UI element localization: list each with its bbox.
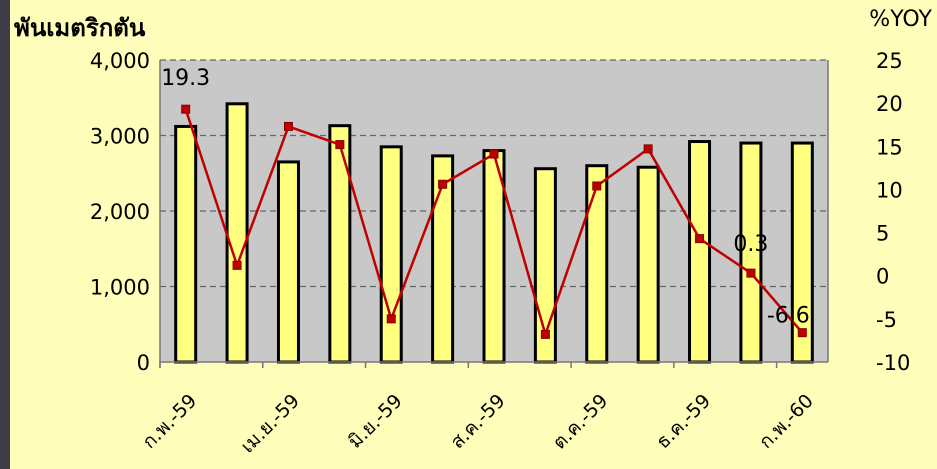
right-tick-label: -5 bbox=[876, 308, 897, 332]
data-label: 0.3 bbox=[733, 232, 768, 257]
right-tick-label: 10 bbox=[876, 178, 903, 202]
line-point bbox=[489, 149, 499, 159]
x-tick-label: ส.ค.-59 bbox=[446, 390, 509, 453]
bar bbox=[688, 140, 712, 364]
line-point bbox=[746, 268, 756, 278]
line-point bbox=[592, 181, 602, 191]
data-label: 19.3 bbox=[161, 66, 210, 91]
line-point bbox=[386, 314, 396, 324]
left-tick-label: 1,000 bbox=[90, 276, 150, 300]
line-point bbox=[283, 121, 293, 131]
right-tick-label: 15 bbox=[876, 135, 903, 159]
bar bbox=[636, 165, 660, 364]
x-tick-label: ก.พ.-59 bbox=[138, 390, 201, 453]
bar bbox=[328, 124, 352, 364]
line-point bbox=[335, 140, 345, 150]
left-axis-title: พันเมตริกตัน bbox=[14, 14, 146, 42]
right-tick-label: 25 bbox=[876, 49, 903, 73]
line-point bbox=[797, 328, 807, 338]
left-tick-label: 4,000 bbox=[90, 49, 150, 73]
data-label: -6.6 bbox=[767, 304, 810, 329]
bar bbox=[276, 160, 300, 364]
line-point bbox=[643, 144, 653, 154]
bar bbox=[379, 145, 403, 364]
bar-line-chart: 0 1,000 2,000 3,000 4,000 -10 -5 0 5 10 15 20 25 ก.พ.… bbox=[14, 7, 933, 457]
right-axis-title: %YOY bbox=[869, 7, 932, 32]
x-tick-label: ธ.ค.-59 bbox=[652, 390, 715, 453]
line-point bbox=[540, 329, 550, 339]
line-point bbox=[181, 104, 191, 114]
left-tick-label: 2,000 bbox=[90, 200, 150, 224]
data-labels: 19.3 0.3 -6.6 bbox=[161, 66, 810, 328]
x-tick-label: ต.ค.-59 bbox=[549, 390, 613, 454]
right-tick-label: 5 bbox=[876, 222, 889, 246]
x-tick-label: ก.พ.-60 bbox=[755, 390, 818, 453]
left-tick-label: 0 bbox=[137, 351, 150, 375]
x-tick-label: มิ.ย.-59 bbox=[344, 390, 407, 453]
right-tick-label: -10 bbox=[876, 351, 910, 375]
left-tick-label: 3,000 bbox=[90, 125, 150, 149]
line-point bbox=[695, 234, 705, 244]
chart-canvas: 0 1,000 2,000 3,000 4,000 -10 -5 0 5 10 15 20 25 ก.พ.… bbox=[10, 0, 937, 469]
bar-series bbox=[174, 102, 814, 364]
line-series bbox=[181, 104, 807, 339]
bar bbox=[174, 124, 198, 364]
x-tick-label: เม.ย.-59 bbox=[237, 390, 304, 457]
line-point bbox=[438, 179, 448, 189]
line-point bbox=[232, 260, 242, 270]
right-tick-label: 0 bbox=[876, 265, 889, 289]
bar bbox=[585, 164, 609, 364]
bar bbox=[225, 102, 249, 364]
right-tick-label: 20 bbox=[876, 92, 903, 116]
